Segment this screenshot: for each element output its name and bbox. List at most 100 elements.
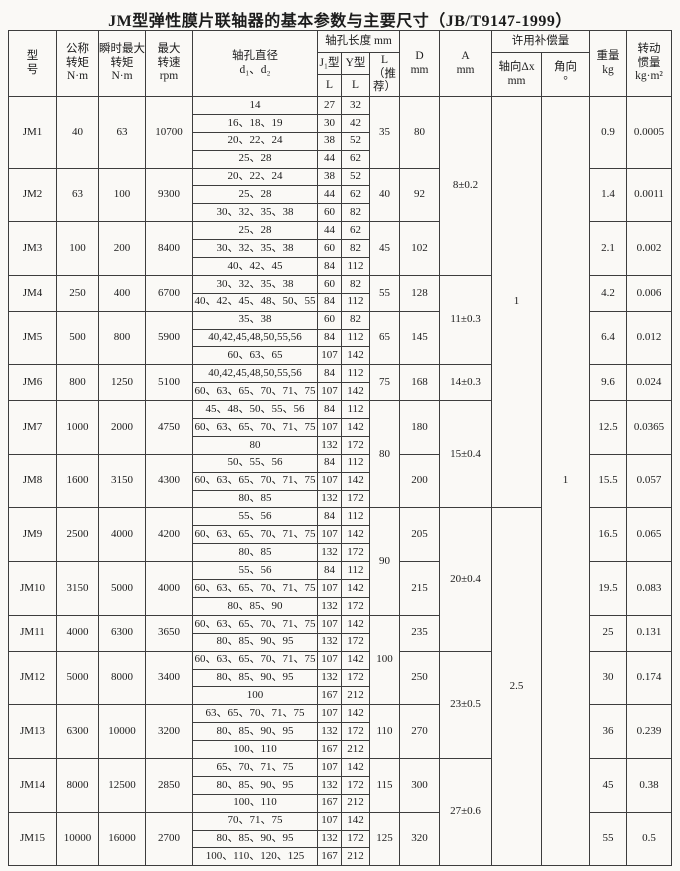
peak-torque-value: 63	[97, 96, 146, 169]
model-value: JM4	[7, 274, 57, 312]
nominal-torque-value: 2500	[55, 507, 99, 563]
bore-diameter-value: 14	[191, 96, 318, 115]
bore-diameter-value: 80、85、90、95	[191, 722, 318, 742]
a-value: 20±0.4	[439, 507, 493, 652]
table-row: JM9 2500 4000 4200 55、56 84 112 90 205 20±0.4 2.5 1…	[7, 507, 673, 867]
bore-diameter-value: 60、63、65、70、71、75	[191, 650, 318, 670]
table-row: 80、85 132 172	[8, 489, 671, 509]
max-speed-value: 4000	[144, 561, 193, 616]
bore-diameter-value: 100、110	[191, 740, 318, 759]
j-type-length-value: 60	[316, 239, 342, 259]
table-row: JM13 6300 10000 3200 63、65、70、71、75 107 142 110…	[7, 704, 673, 759]
j-type-length-value: 60	[316, 203, 342, 223]
col-header-max-speed: 最大 转速 rpm	[144, 30, 193, 97]
y-type-length-value: 82	[340, 274, 370, 294]
bore-diameter-value: 80、85、90	[191, 596, 318, 616]
y-type-length-value: 112	[340, 364, 370, 384]
y-type-length-value: 52	[340, 131, 370, 151]
bore-diameter-value: 80	[191, 435, 318, 455]
d-value: 300	[399, 757, 441, 813]
table-row: 40、42、45 84 112	[8, 257, 671, 276]
max-speed-value: 2700	[144, 811, 193, 867]
nominal-torque-value: 40	[55, 96, 99, 169]
a-value: 14±0.3	[439, 364, 493, 402]
y-type-length-value: 142	[340, 811, 370, 831]
bore-diameter-value: 80、85	[191, 543, 318, 563]
j-type-length-value: 44	[316, 221, 342, 241]
table-row: 60、63、65、70、71、75 107 142	[8, 382, 671, 402]
axial-compensation-value: 2.5	[491, 507, 543, 867]
y-type-length-value: 112	[340, 400, 370, 420]
j-type-length-value: 84	[316, 364, 342, 384]
j-type-length-value: 38	[316, 167, 342, 187]
j-type-length-value: 84	[316, 453, 342, 473]
table-row: 100、110 167 212	[8, 740, 671, 759]
weight-value: 6.4	[589, 310, 628, 366]
model-value: JM11	[7, 614, 57, 652]
l-recommended-value: 65	[368, 310, 401, 366]
bore-diameter-value: 20、22、24	[191, 167, 318, 187]
bore-diameter-value: 80、85、90、95	[191, 775, 318, 795]
y-type-length-value: 172	[340, 632, 370, 652]
col-header-nominal-torque: 公称 转矩 N·m	[55, 30, 99, 97]
j-type-length-value: 84	[316, 400, 342, 420]
d-value: 92	[399, 167, 441, 223]
y-type-length-value: 112	[340, 292, 370, 312]
model-value: JM15	[7, 811, 57, 867]
bore-diameter-value: 16、18、19	[191, 113, 318, 133]
j-type-length-value: 132	[316, 722, 342, 742]
y-type-length-value: 42	[340, 113, 370, 133]
j-type-length-value: 132	[316, 829, 342, 849]
j-type-length-value: 107	[316, 418, 342, 437]
max-speed-value: 3200	[144, 704, 193, 759]
table-row: 30、32、35、38 60 82	[8, 239, 671, 259]
d-value: 180	[399, 400, 441, 455]
table-row: 100、110 167 212	[8, 793, 671, 813]
j-type-length-value: 132	[316, 632, 342, 652]
inertia-value: 0.174	[626, 650, 673, 706]
peak-torque-value: 2000	[97, 400, 146, 455]
bore-diameter-value: 60、63、65、70、71、75	[191, 579, 318, 598]
axial-compensation-value: 1	[491, 95, 543, 509]
inertia-value: 0.057	[626, 453, 673, 509]
col-header-model: 型 号	[7, 30, 57, 97]
table-row: 30、32、35、38 60 82	[8, 203, 671, 223]
j-type-length-value: 132	[316, 489, 342, 509]
y-type-length-value: 112	[340, 257, 370, 276]
table-row: JM1 40 63 10700 14 27 32 35 80 8±0.2 1 1 0.9 0.0005	[7, 95, 673, 867]
bore-diameter-value: 70、71、75	[191, 811, 318, 831]
bore-diameter-value: 60、63、65	[191, 346, 318, 366]
y-type-length-value: 142	[340, 525, 370, 545]
max-speed-value: 8400	[144, 221, 193, 276]
j-type-length-value: 132	[316, 543, 342, 563]
d-value: 145	[399, 310, 441, 366]
nominal-torque-value: 1600	[55, 453, 99, 509]
table-row: JM3 100 200 8400 25、28 44 62 45 102 2.1 0.002	[7, 221, 673, 276]
nominal-torque-value: 1000	[55, 400, 99, 455]
bore-diameter-value: 30、32、35、38	[191, 274, 318, 294]
d-value: 102	[399, 221, 441, 276]
j-type-length-value: 132	[316, 668, 342, 688]
table-row: 60、63、65、70、71、75 107 142	[8, 579, 671, 598]
model-value: JM7	[7, 400, 57, 455]
y-type-length-value: 172	[340, 543, 370, 563]
j-type-length-value: 132	[316, 596, 342, 616]
nominal-torque-value: 100	[55, 221, 99, 276]
bore-diameter-value: 80、85、90、95	[191, 632, 318, 652]
a-value: 8±0.2	[439, 96, 493, 276]
table-row: 25、28 44 62	[8, 149, 671, 169]
j-type-length-value: 167	[316, 740, 342, 759]
l-recommended-value: 45	[368, 221, 401, 276]
col-header-peak-torque: 瞬时最大 转矩 N·m	[97, 30, 146, 97]
inertia-value: 0.012	[626, 310, 673, 366]
peak-torque-value: 12500	[97, 757, 146, 813]
angular-compensation-value: 1	[541, 95, 591, 867]
j-type-length-value: 84	[316, 561, 342, 581]
j-type-length-value: 167	[316, 686, 342, 706]
j-type-length-value: 132	[316, 435, 342, 455]
col-header-j-l: L	[316, 74, 342, 97]
bore-diameter-value: 65、70、71、75	[191, 757, 318, 777]
d-value: 215	[399, 561, 441, 616]
table-row: 80、85、90、95 132 172	[8, 829, 671, 849]
max-speed-value: 4750	[144, 400, 193, 455]
